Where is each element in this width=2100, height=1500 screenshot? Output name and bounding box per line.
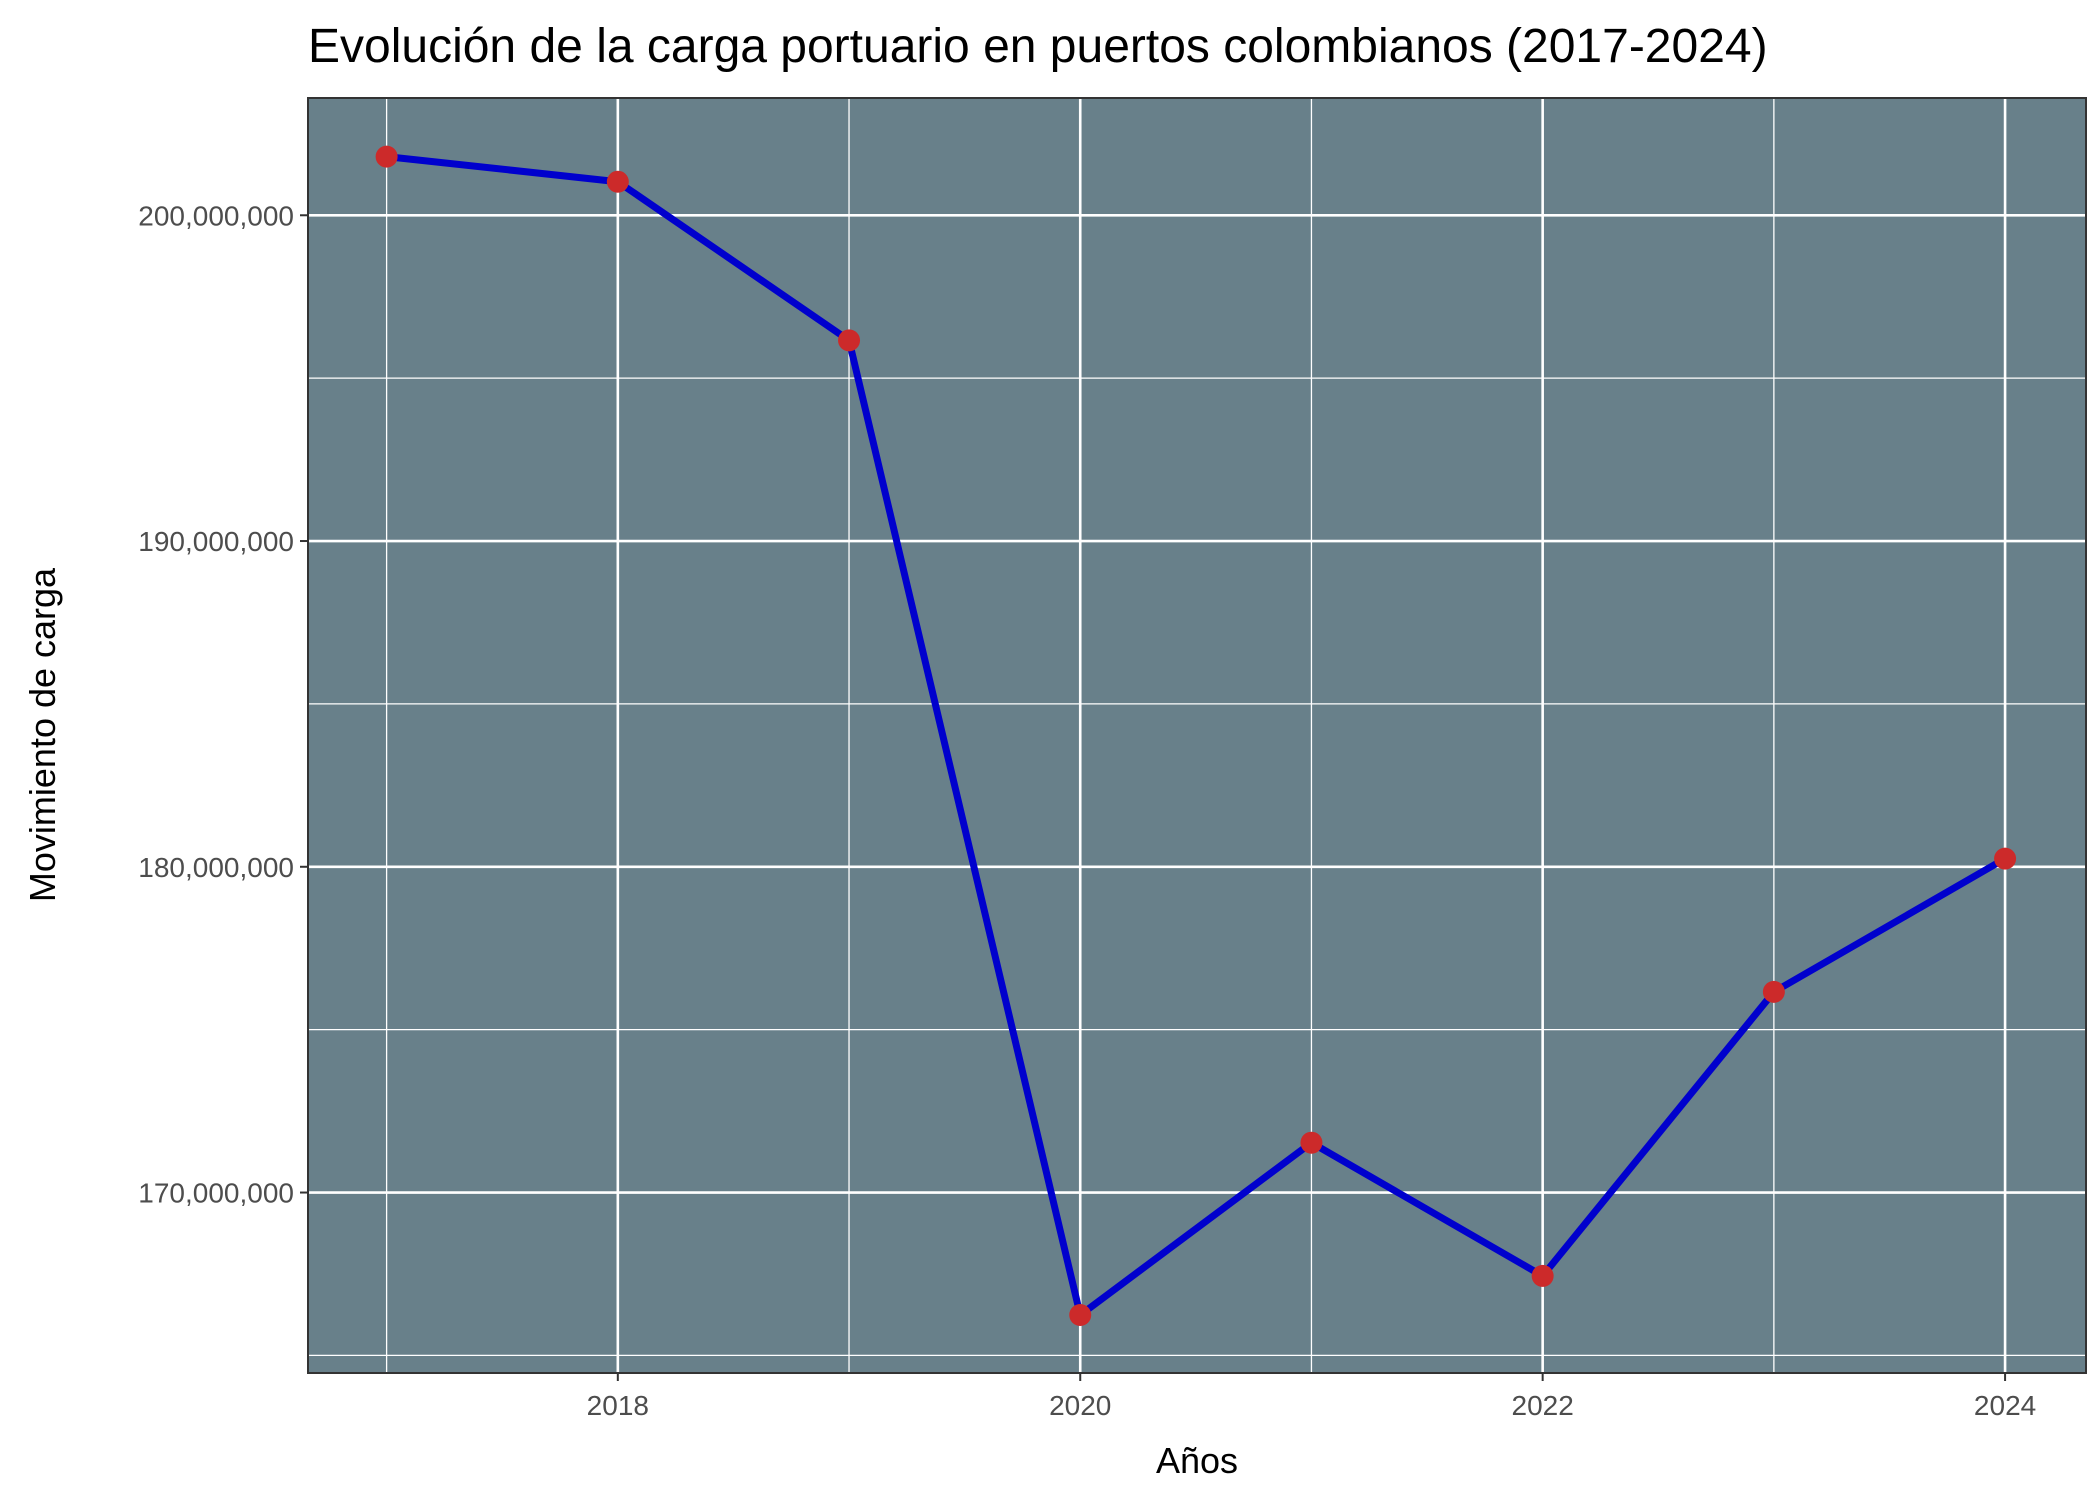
series-line [386,153,2007,1319]
y-tick-label: 200,000,000 [138,200,294,231]
data-point [1762,980,1785,1003]
x-tick-label: 2018 [587,1390,649,1421]
panel-border [307,97,2087,1374]
data-point [1069,1304,1092,1327]
axes: 2018 2020 2022 2024 170,000,000 180,000,000 19… [138,200,2036,1421]
data-point [375,145,398,168]
x-axis-title: Años [1156,1440,1238,1481]
series-layer [375,145,2017,1327]
data-point [1531,1264,1554,1287]
y-tick-label: 170,000,000 [138,1178,294,1209]
gridlines [308,98,2086,1373]
data-point [838,329,861,352]
plot-panel [308,98,2086,1373]
data-point [1994,847,2017,870]
x-tick-label: 2020 [1049,1390,1111,1421]
data-point [1300,1131,1323,1154]
y-tick-label: 180,000,000 [138,852,294,883]
x-tick-label: 2022 [1512,1390,1574,1421]
y-axis-title: Movimiento de carga [22,567,63,902]
chart-title: Evolución de la carga portuario en puert… [308,20,1768,73]
x-tick-label: 2024 [1974,1390,2036,1421]
data-point [606,170,629,193]
y-tick-label: 190,000,000 [138,526,294,557]
